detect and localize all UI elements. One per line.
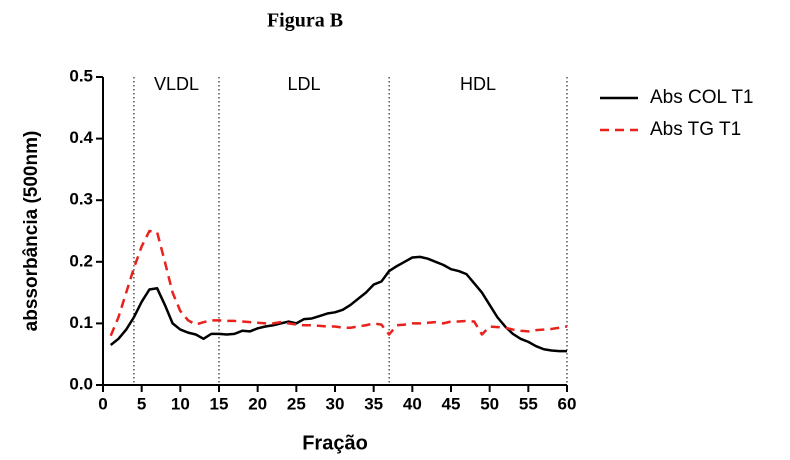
y-tick-label: 0.5 bbox=[69, 66, 93, 85]
y-tick-label: 0.3 bbox=[69, 190, 93, 209]
data-line bbox=[109, 255, 567, 353]
legend-label: Abs COL T1 bbox=[650, 87, 754, 108]
x-tick-label: 35 bbox=[364, 394, 383, 413]
region-label: VLDL bbox=[154, 74, 199, 94]
y-axis-label: abssorbância (500nm) bbox=[21, 131, 42, 332]
x-tick-label: 50 bbox=[480, 394, 499, 413]
x-axis-label: Fração bbox=[302, 432, 368, 454]
legend-label: Abs TG T1 bbox=[650, 119, 741, 140]
x-tick-label: 55 bbox=[519, 394, 538, 413]
x-tick-label: 20 bbox=[248, 394, 267, 413]
x-tick-label: 15 bbox=[210, 394, 229, 413]
chart-title: Figura B bbox=[267, 10, 343, 32]
region-label: LDL bbox=[288, 74, 321, 94]
x-tick-label: 10 bbox=[171, 394, 190, 413]
x-tick-label: 45 bbox=[442, 394, 461, 413]
x-tick-label: 0 bbox=[98, 394, 107, 413]
x-tick-label: 30 bbox=[326, 394, 345, 413]
y-tick-label: 0.2 bbox=[69, 251, 93, 270]
y-tick-label: 0.0 bbox=[69, 374, 93, 393]
data-line bbox=[109, 229, 568, 337]
x-tick-label: 25 bbox=[287, 394, 306, 413]
x-tick-label: 60 bbox=[558, 394, 577, 413]
y-tick-label: 0.1 bbox=[69, 313, 93, 332]
x-tick-label: 40 bbox=[403, 394, 422, 413]
region-label: HDL bbox=[460, 74, 496, 94]
x-tick-label: 5 bbox=[137, 394, 146, 413]
y-tick-label: 0.4 bbox=[69, 128, 93, 147]
